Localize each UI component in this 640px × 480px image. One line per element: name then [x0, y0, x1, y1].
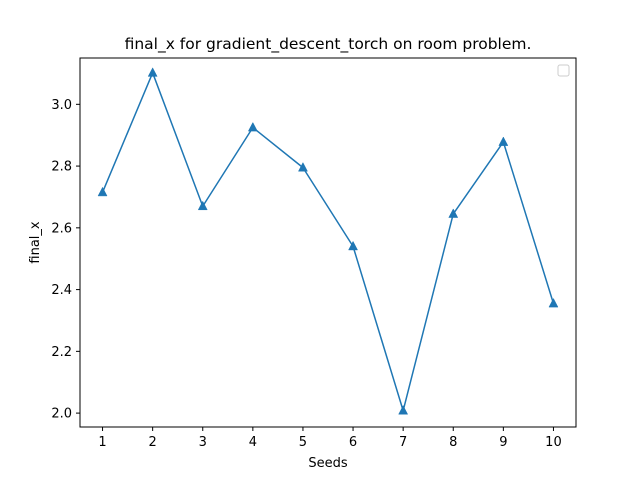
y-tick-label: 2.2: [51, 345, 72, 360]
x-tick-label: 7: [399, 435, 407, 450]
data-point-marker: [147, 67, 158, 77]
data-point-marker: [97, 186, 108, 197]
y-tick-label: 2.8: [51, 160, 72, 175]
data-point-marker: [398, 405, 409, 415]
data-point-marker: [247, 121, 258, 132]
x-axis-label: Seeds: [308, 456, 348, 471]
plot-layer: [97, 67, 559, 415]
series-line-0: [101, 72, 555, 412]
chart-title: final_x for gradient_descent_torch on ro…: [125, 35, 532, 54]
data-point-marker: [348, 240, 358, 251]
x-tick-label: 6: [349, 435, 357, 450]
x-tick-label: 3: [199, 435, 207, 450]
x-tick-label: 9: [499, 435, 507, 450]
x-tick-label: 2: [149, 435, 157, 450]
y-ticks: 2.0 2.2 2.4 2.6 2.8 3.0: [51, 98, 80, 422]
y-axis-label: final_x: [28, 221, 43, 264]
y-tick-label: 3.0: [51, 98, 72, 113]
data-point-marker: [298, 162, 308, 172]
y-tick-label: 2.6: [51, 221, 72, 236]
data-point-marker: [448, 208, 459, 218]
x-tick-label: 8: [449, 435, 457, 450]
data-point-marker: [498, 136, 509, 146]
legend-box: [557, 64, 570, 77]
data-point-marker: [197, 200, 208, 211]
y-tick-label: 2.0: [51, 407, 72, 422]
x-tick-label: 1: [98, 435, 106, 450]
y-tick-label: 2.4: [51, 283, 72, 298]
x-tick-label: 10: [545, 435, 562, 450]
x-tick-label: 4: [249, 435, 257, 450]
x-ticks: 1 2 3 4 5 6 7 8 9 10: [98, 427, 562, 450]
data-point-marker: [548, 297, 559, 308]
axes-frame: [79, 57, 577, 428]
x-tick-label: 5: [299, 435, 307, 450]
